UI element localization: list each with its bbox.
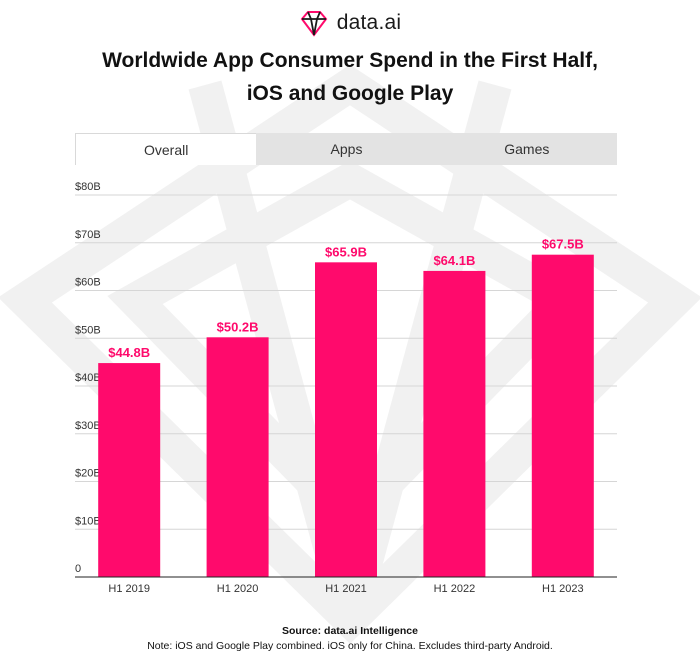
- y-tick-label: $20B: [75, 468, 101, 480]
- bar: [315, 262, 377, 577]
- bar: [98, 363, 161, 577]
- chart-title-line-2: iOS and Google Play: [246, 82, 454, 105]
- x-tick-label: H1 2021: [325, 583, 367, 595]
- y-tick-label: 0: [75, 563, 81, 575]
- diamond-logo-icon: [300, 11, 328, 37]
- tab-games[interactable]: Games: [504, 141, 550, 157]
- brand-header: data.ai: [0, 6, 700, 40]
- x-tick-label: H1 2019: [108, 583, 150, 595]
- y-tick-label: $40B: [75, 372, 101, 384]
- y-tick-label: $50B: [75, 324, 101, 336]
- bar-value-label: $50.2B: [217, 319, 259, 334]
- y-tick-label: $80B: [75, 181, 101, 193]
- x-tick-label: H1 2023: [542, 583, 584, 595]
- x-tick-label: H1 2022: [434, 583, 476, 595]
- bar-value-label: $44.8B: [108, 345, 150, 360]
- y-tick-label: $30B: [75, 420, 101, 432]
- source-text: Source: data.ai Intelligence: [282, 625, 418, 637]
- bar: [531, 254, 594, 577]
- category-tabs: Overall Apps Games: [75, 133, 617, 165]
- y-tick-label: $10B: [75, 515, 101, 527]
- bar: [206, 337, 269, 577]
- tab-apps[interactable]: Apps: [330, 141, 363, 157]
- bar: [423, 270, 486, 577]
- chart-title: Worldwide App Consumer Spend in the Firs…: [20, 44, 680, 110]
- y-tick-label: $70B: [75, 229, 101, 241]
- y-tick-label: $60B: [75, 277, 101, 289]
- note-text: Note: iOS and Google Play combined. iOS …: [147, 640, 553, 652]
- chart-title-line-1: Worldwide App Consumer Spend in the Firs…: [102, 49, 598, 72]
- bar-value-label: $67.5B: [542, 237, 584, 252]
- brand-name: data.ai: [336, 11, 402, 34]
- bar-value-label: $64.1B: [433, 253, 475, 268]
- tab-overall[interactable]: Overall: [75, 133, 257, 165]
- chart-footnote: Source: data.ai Intelligence Note: iOS a…: [0, 624, 700, 654]
- bar-value-label: $65.9B: [325, 244, 367, 259]
- x-tick-label: H1 2020: [217, 583, 259, 595]
